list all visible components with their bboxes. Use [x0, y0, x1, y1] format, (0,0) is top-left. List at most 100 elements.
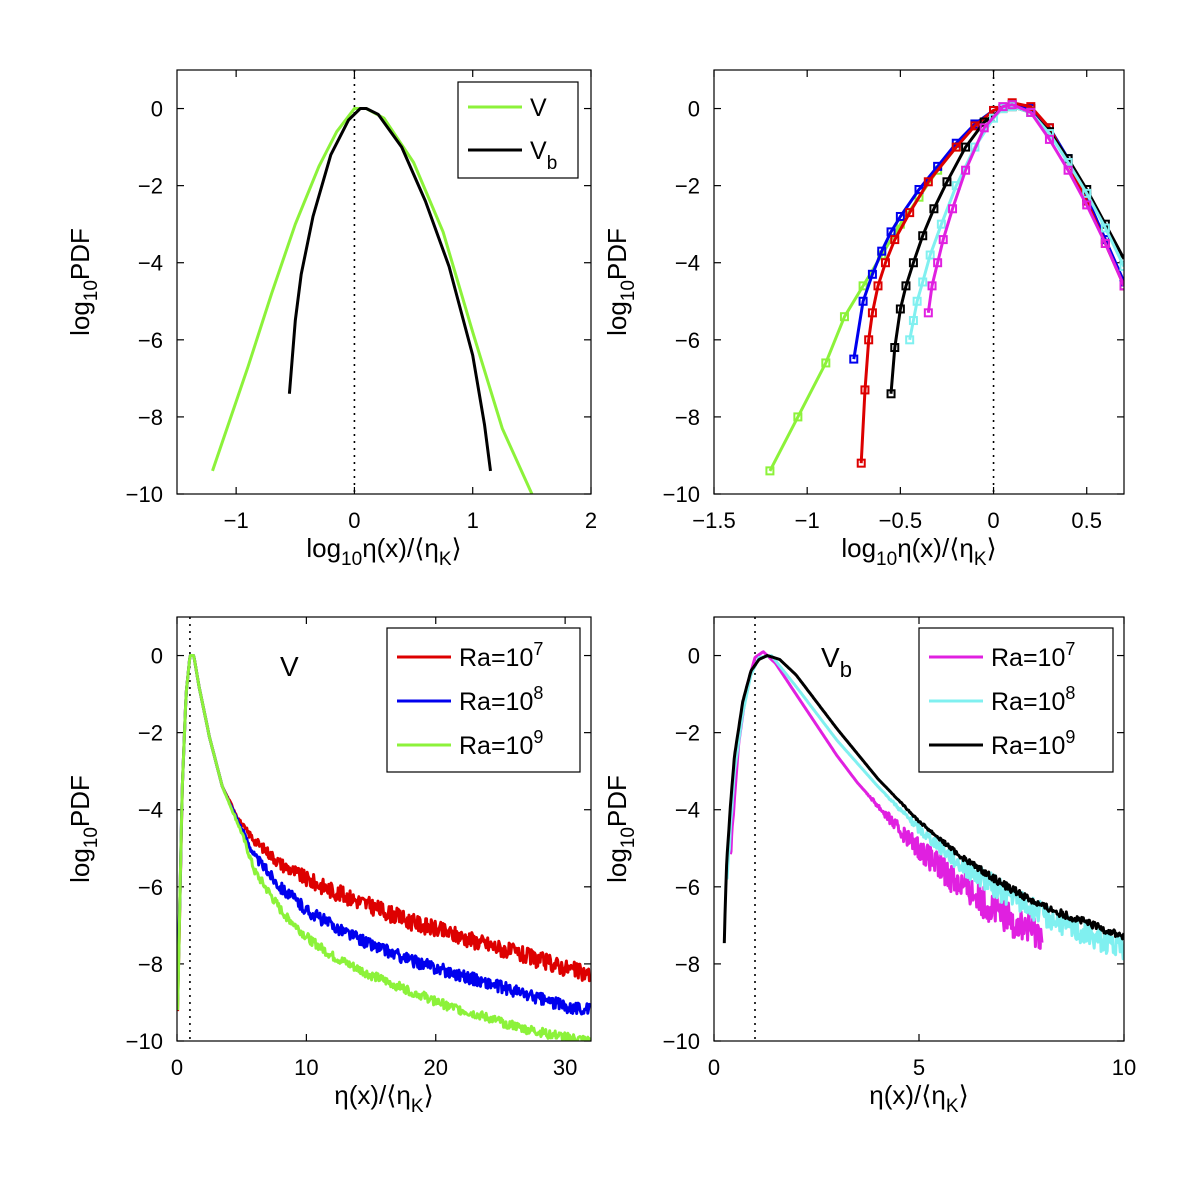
plot-frame	[176, 69, 592, 495]
x-tick-label: 20	[424, 1055, 448, 1080]
data-point	[942, 177, 952, 187]
data-point	[886, 389, 896, 399]
series-line	[177, 654, 591, 1012]
y-tick-label: −8	[675, 952, 700, 977]
x-tick-label: 10	[1112, 1055, 1136, 1080]
x-tick-label: −1	[795, 508, 820, 533]
y-tick-label: −8	[138, 952, 163, 977]
panel-top-right: −1.5 −1 −0.5 0 0.5 0 −2 −4 −6 −8 −10 log10η(x)/⟨ηK⟩…	[602, 69, 1125, 570]
plot-frame	[713, 69, 1125, 495]
data-point	[961, 142, 971, 152]
plot-frame	[713, 616, 1125, 1042]
x-axis-title: log10η(x)/⟨ηK⟩	[306, 533, 461, 570]
series-line	[926, 103, 1124, 314]
data-point	[858, 281, 868, 291]
y-axis-title: log10PDF	[65, 775, 102, 883]
x-tick-label: −0.5	[879, 508, 922, 533]
y-tick-label: −2	[138, 174, 163, 199]
x-tick-label: 1	[467, 508, 479, 533]
data-point	[905, 335, 915, 345]
series-line	[728, 650, 1044, 950]
data-point	[856, 458, 866, 468]
y-tick-label: 0	[688, 644, 700, 669]
data-point	[860, 385, 870, 395]
data-point	[864, 335, 874, 345]
plot-frame	[176, 616, 592, 1042]
legend: Ra=107 Ra=108 Ra=109	[386, 627, 581, 773]
y-axis-title: log10PDF	[65, 228, 102, 336]
x-tick-label: 0	[348, 508, 360, 533]
legend: Ra=107 Ra=108 Ra=109	[918, 627, 1114, 773]
legend: V Vb	[457, 81, 579, 179]
data-point	[1100, 223, 1110, 233]
data-point	[970, 121, 980, 131]
data-point	[923, 308, 933, 318]
y-tick-label: −10	[126, 482, 163, 507]
panel-bottom-left: 0 10 20 30 0 −2 −4 −6 −8 −10 η(x)/⟨ηK⟩ log10PDF V Ra=…	[65, 616, 592, 1117]
data-point	[1063, 165, 1073, 175]
data-point	[873, 281, 883, 291]
x-tick-label: 0	[171, 1055, 183, 1080]
data-point	[1119, 281, 1124, 291]
data-point	[1082, 188, 1092, 198]
data-point	[908, 316, 918, 326]
legend-label: Ra=109	[991, 727, 1075, 760]
y-tick-label: 0	[151, 97, 163, 122]
data-point	[880, 258, 890, 268]
data-point	[901, 281, 911, 291]
y-tick-label: −6	[675, 875, 700, 900]
data-point	[979, 123, 989, 133]
y-tick-label: −4	[138, 251, 163, 276]
data-point	[908, 258, 918, 268]
data-point	[895, 211, 905, 221]
panel-top-left: −1 0 1 20−2−4−6−8−10log10η(x)/⟨ηK⟩log10PDFV…	[65, 69, 597, 570]
data-point	[1100, 238, 1110, 248]
data-point	[867, 269, 877, 279]
y-tick-label: −10	[663, 482, 700, 507]
data-point	[989, 113, 999, 123]
x-tick-label: −1	[224, 508, 249, 533]
data-point	[948, 204, 958, 214]
data-point	[1026, 107, 1036, 117]
y-tick-label: −2	[138, 721, 163, 746]
data-point	[1082, 200, 1092, 210]
data-point	[867, 308, 877, 318]
data-point	[925, 250, 935, 260]
data-point	[1044, 134, 1054, 144]
data-point	[936, 219, 946, 229]
y-axis-title: log10PDF	[602, 775, 639, 883]
y-tick-label: −4	[675, 798, 700, 823]
x-tick-label: 2	[585, 508, 597, 533]
legend-label: Ra=108	[991, 683, 1075, 716]
data-point	[961, 165, 971, 175]
y-tick-label: 0	[688, 97, 700, 122]
panel-annotation: V	[280, 651, 299, 682]
data-point	[933, 258, 943, 268]
data-point	[890, 343, 900, 353]
legend-label: Ra=108	[459, 683, 543, 716]
x-tick-label: 0	[708, 1055, 720, 1080]
x-axis-title: log10η(x)/⟨ηK⟩	[841, 533, 996, 570]
data-point	[890, 235, 900, 245]
data-point	[858, 296, 868, 306]
x-tick-label: 30	[553, 1055, 577, 1080]
data-point	[1026, 102, 1036, 112]
data-point	[793, 412, 803, 422]
y-tick-label: −2	[675, 174, 700, 199]
y-tick-label: −6	[675, 328, 700, 353]
data-point	[998, 102, 1008, 112]
y-tick-label: −8	[675, 405, 700, 430]
legend-label: Ra=107	[459, 639, 543, 672]
data-point	[951, 142, 961, 152]
series-line	[177, 654, 591, 1041]
data-point	[912, 296, 922, 306]
legend-label: Ra=107	[991, 639, 1075, 672]
series-line	[724, 654, 1124, 961]
y-tick-label: −2	[675, 721, 700, 746]
x-tick-label: 0	[987, 508, 999, 533]
x-tick-label: 0.5	[1071, 508, 1102, 533]
data-point	[918, 231, 928, 241]
x-tick-label: 5	[913, 1055, 925, 1080]
y-axis-title: log10PDF	[602, 228, 639, 336]
